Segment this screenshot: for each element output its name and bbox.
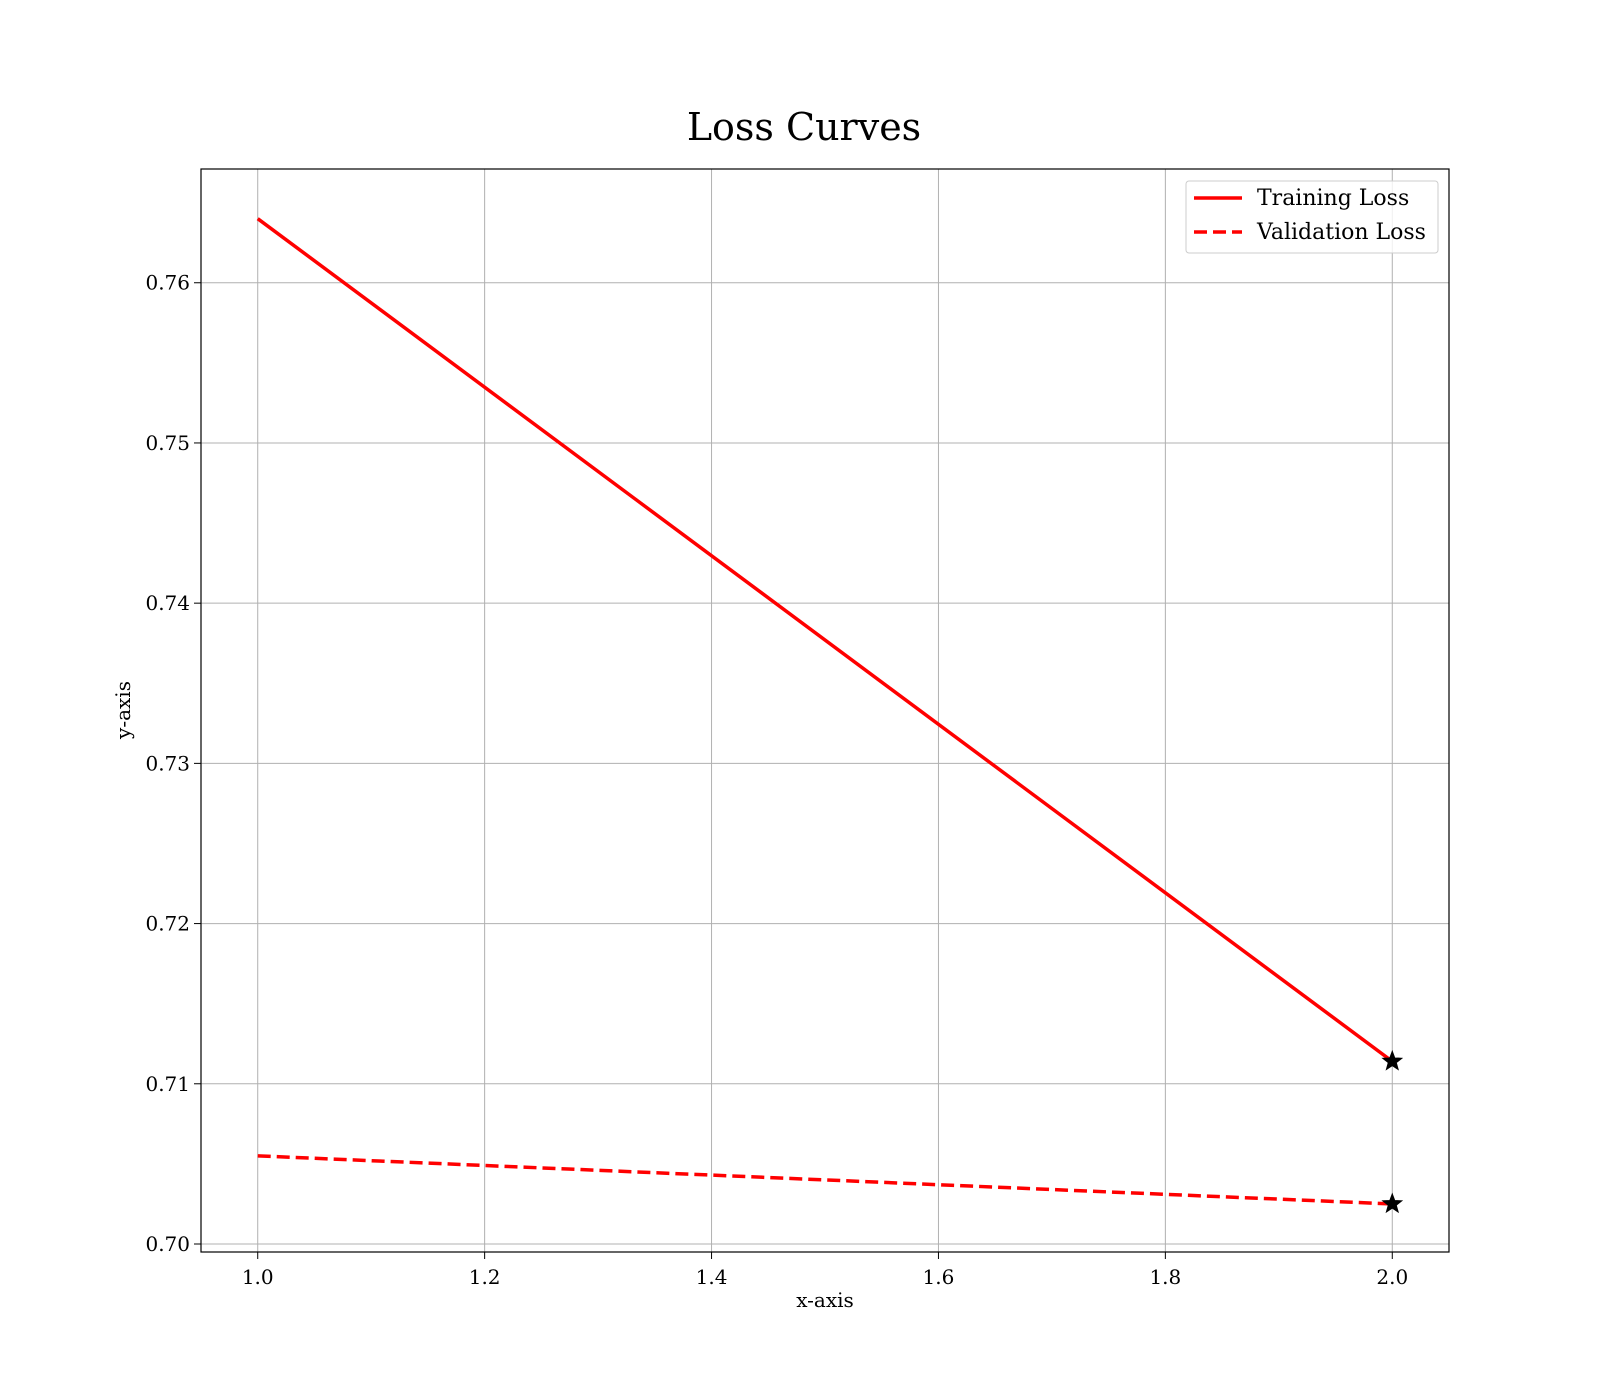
- y-axis-label: y-axis: [111, 681, 135, 740]
- y-tick-label: 0.76: [145, 271, 190, 295]
- series-end-star-marker-0: [1381, 1049, 1404, 1071]
- legend-label-validation-loss: Validation Loss: [1256, 220, 1426, 245]
- x-tick-label: 1.4: [696, 1265, 728, 1289]
- x-tick-label: 2.0: [1376, 1265, 1408, 1289]
- x-tick-label: 1.2: [469, 1265, 501, 1289]
- x-tick-label: 1.0: [242, 1265, 274, 1289]
- legend: Training Loss Validation Loss: [1185, 180, 1439, 254]
- axis-ticks: 1.0 1.2 1.4 1.6 1.8 2.0 0.70 0.71 0.72 0.73 0.74 0.…: [145, 271, 1408, 1289]
- y-tick-label: 0.74: [145, 591, 190, 615]
- x-axis-label: x-axis: [796, 1288, 854, 1312]
- x-tick-label: 1.6: [923, 1265, 955, 1289]
- y-tick-label: 0.75: [145, 431, 190, 455]
- legend-box: [1185, 180, 1439, 254]
- legend-label-training-loss: Training Loss: [1257, 186, 1409, 211]
- chart-title: Loss Curves: [687, 105, 921, 149]
- y-tick-label: 0.70: [145, 1232, 190, 1256]
- y-tick-label: 0.73: [145, 751, 190, 775]
- series-layer: [256, 217, 1404, 1214]
- series-end-star-marker-1: [1381, 1192, 1404, 1214]
- plot-area-frame: [200, 168, 1450, 1253]
- y-tick-label: 0.71: [145, 1072, 190, 1096]
- series-line-0: [256, 217, 1394, 1063]
- y-tick-label: 0.72: [145, 912, 190, 936]
- grid-lines: [201, 169, 1449, 1252]
- x-tick-label: 1.8: [1149, 1265, 1181, 1289]
